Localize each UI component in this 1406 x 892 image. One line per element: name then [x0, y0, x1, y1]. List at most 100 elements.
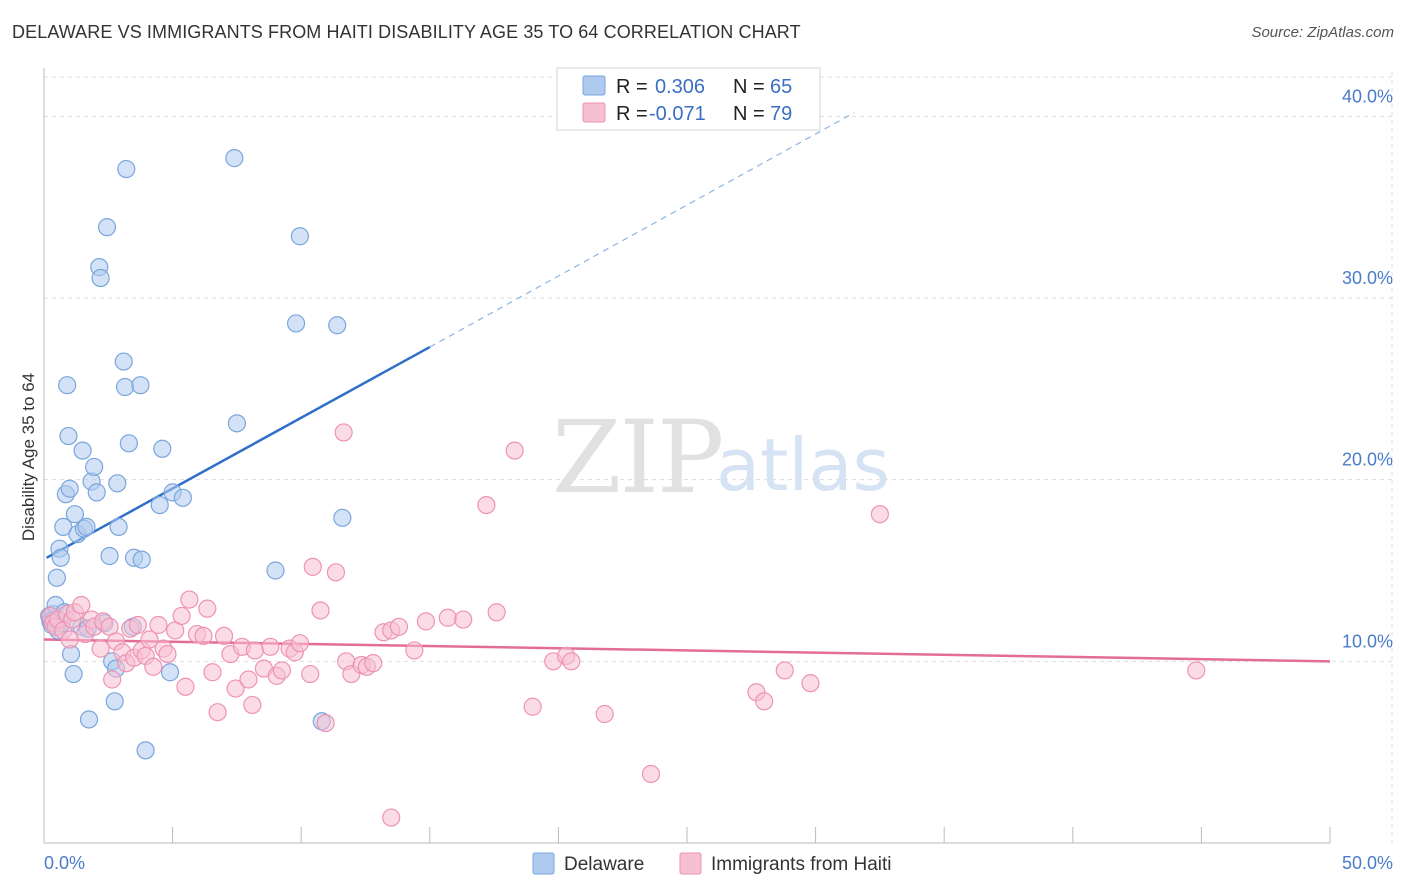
delaware-point [117, 159, 136, 179]
x-tick-label: 0.0% [44, 853, 85, 873]
delaware-point [150, 496, 169, 515]
bottom-legend-delaware: Delaware [564, 854, 644, 875]
haiti-point [364, 654, 383, 673]
haiti-point [261, 637, 280, 656]
haiti-point [144, 657, 163, 676]
delaware-point [65, 505, 84, 524]
legend-r-value: 0.306 [655, 76, 705, 98]
haiti-point [487, 603, 506, 622]
haiti-point [311, 601, 330, 620]
delaware-point [60, 479, 79, 498]
delaware-point [266, 561, 285, 580]
delaware-point [109, 517, 128, 537]
haiti-point [801, 674, 820, 693]
delaware-point [108, 474, 127, 493]
haiti-point [438, 608, 457, 627]
haiti-point [1187, 661, 1206, 680]
delaware-point [328, 316, 347, 335]
haiti-point [128, 615, 147, 635]
delaware-point [58, 376, 77, 395]
bottom-legend-haiti: Immigrants from Haiti [711, 854, 892, 875]
haiti-point [562, 652, 581, 671]
haiti-point [198, 599, 217, 618]
haiti-point [382, 808, 401, 827]
haiti-point [505, 441, 524, 460]
delaware-point [225, 149, 244, 168]
delaware-point [153, 439, 172, 458]
trend-lines [43, 112, 1331, 663]
delaware-point [51, 548, 70, 567]
data-points [40, 149, 1206, 827]
delaware-point [73, 441, 92, 460]
legend-r-label: R = [616, 103, 648, 125]
legend-n-value: 65 [770, 76, 792, 98]
haiti-point [60, 630, 79, 649]
delaware-point [136, 741, 155, 760]
haiti-point [194, 626, 213, 646]
watermark-zip: ZIP [552, 399, 722, 516]
delaware-point [115, 377, 135, 397]
legend-box: R = 0.306 N = 65 R = -0.071 N = 79 [556, 67, 821, 131]
delaware-point [54, 517, 73, 537]
y-tick-label: 20.0% [1342, 450, 1393, 470]
haiti-point [203, 663, 222, 682]
haiti-point [326, 563, 346, 582]
haiti-point [149, 615, 168, 635]
haiti-point [72, 595, 91, 615]
delaware-point [173, 488, 192, 507]
delaware-point [64, 664, 83, 684]
bottom-legend-swatch-haiti [679, 852, 702, 875]
delaware-point [227, 414, 246, 433]
y-tick-label: 30.0% [1342, 268, 1393, 288]
haiti-point [172, 606, 191, 626]
x-tick-label: 50.0% [1342, 853, 1393, 873]
legend-n-value: 79 [770, 103, 792, 125]
haiti-point [214, 626, 234, 646]
delaware-point [119, 434, 138, 453]
y-tick-label: 10.0% [1342, 631, 1393, 651]
haiti-point [208, 703, 227, 722]
y-tick-label: 40.0% [1342, 86, 1393, 106]
haiti-point [226, 679, 245, 698]
legend-swatch-delaware [582, 75, 606, 96]
haiti-point [316, 713, 335, 733]
haiti-point [389, 617, 409, 636]
delaware-point [132, 550, 151, 569]
haiti-point [334, 423, 353, 442]
delaware-point [91, 268, 110, 288]
delaware-point [59, 426, 78, 446]
delaware-point [85, 457, 104, 477]
delaware-point [77, 517, 96, 537]
delaware-point [105, 692, 124, 711]
haiti-point [477, 496, 496, 515]
haiti-point [454, 610, 473, 629]
watermark-atlas: atlas [716, 423, 890, 507]
legend-n-label: N = [733, 76, 765, 98]
delaware-trend-line [45, 345, 431, 559]
haiti-point [239, 670, 258, 689]
haiti-point [755, 692, 774, 711]
delaware-point [97, 218, 117, 237]
haiti-point [272, 661, 292, 680]
y-axis-label: Disability Age 35 to 64 [19, 373, 38, 541]
haiti-point [243, 695, 262, 715]
delaware-point [286, 314, 306, 333]
legend-r-value: -0.071 [649, 103, 706, 125]
delaware-point [290, 227, 310, 246]
haiti-point [303, 557, 322, 576]
delaware-point [47, 568, 66, 587]
haiti-point [301, 664, 320, 684]
delaware-point [100, 546, 119, 566]
grid-lines [44, 72, 1393, 843]
haiti-point [158, 644, 177, 664]
legend-n-label: N = [733, 103, 765, 125]
haiti-point [290, 634, 310, 653]
haiti-point [775, 661, 794, 680]
delaware-point [114, 352, 133, 371]
delaware-trend-extension [429, 112, 855, 348]
haiti-point [180, 590, 199, 609]
haiti-point [103, 670, 122, 689]
haiti-point [523, 697, 542, 716]
bottom-legend: Delaware Immigrants from Haiti [532, 852, 892, 875]
